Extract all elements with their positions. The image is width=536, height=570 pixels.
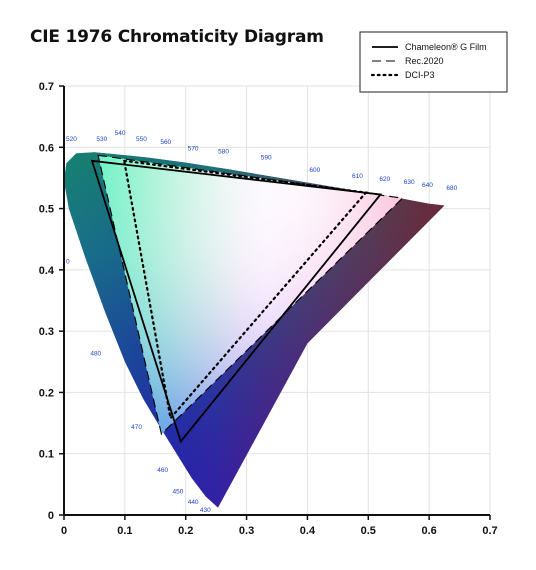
wavelength-label: 530 [96,136,107,143]
y-tick-label: 0.7 [39,81,54,93]
wavelength-label: 620 [379,176,390,183]
wavelength-label: 520 [66,136,77,143]
x-tick-label: 0.2 [178,525,193,537]
y-tick-label: 0.2 [39,387,54,399]
x-tick-label: 0.4 [300,525,316,537]
wavelength-label: 430 [200,507,211,514]
wavelength-label: 600 [309,167,320,174]
wavelength-label: 450 [173,489,184,496]
chart-title: CIE 1976 Chromaticity Diagram [30,27,324,47]
gamut-series [90,154,404,444]
legend-label-3: DCI-P3 [405,70,435,80]
series-3-gamut [122,159,369,421]
y-tick-label: 0.6 [39,142,54,154]
wavelength-label: 0 [66,259,70,266]
wavelength-label: 630 [404,179,415,186]
wavelength-label: 460 [157,467,168,474]
x-tick-label: 0.6 [421,525,436,537]
x-tick-label: 0 [61,525,67,537]
x-tick-label: 0.1 [117,525,132,537]
wavelength-label: 580 [218,148,229,155]
legend-box [359,31,508,93]
wavelength-label: 470 [131,424,142,431]
wavelength-label: 560 [160,139,171,146]
wavelength-label: 680 [446,185,457,192]
wavelength-label: 610 [352,173,363,180]
y-tick-label: 0.4 [39,265,55,277]
wavelength-label: 640 [422,182,433,189]
wavelength-labels: 0 520 530 540 550 560 570 580 590 600 610 620 630 640… [66,130,458,514]
x-tick-label: 0.3 [239,525,254,537]
y-tick-label: 0.3 [39,326,54,338]
series-2-gamut [97,154,404,436]
y-tick-label: 0.1 [39,449,54,461]
wavelength-label: 590 [261,155,272,162]
x-tick-label: 0.7 [482,525,497,537]
y-tick-label: 0 [48,510,54,522]
legend: Chameleon® G Film Rec.2020 DCI-P3 [359,31,508,93]
x-tick-label: 0.5 [361,525,376,537]
wavelength-label: 480 [90,351,101,358]
legend-label-1: Chameleon® G Film [405,42,487,52]
legend-label-2: Rec.2020 [405,56,444,66]
y-tick-label: 0.5 [39,204,54,216]
wavelength-label: 540 [115,130,126,137]
wavelength-label: 550 [136,136,147,143]
wavelength-label: 570 [188,145,199,152]
axes: 0 0.1 0.2 0.3 0.4 0.5 0.6 0.7 0 0.1 0.2 0.3 0.4 0.5 0.… [39,81,498,537]
wavelength-label: 440 [188,499,199,506]
